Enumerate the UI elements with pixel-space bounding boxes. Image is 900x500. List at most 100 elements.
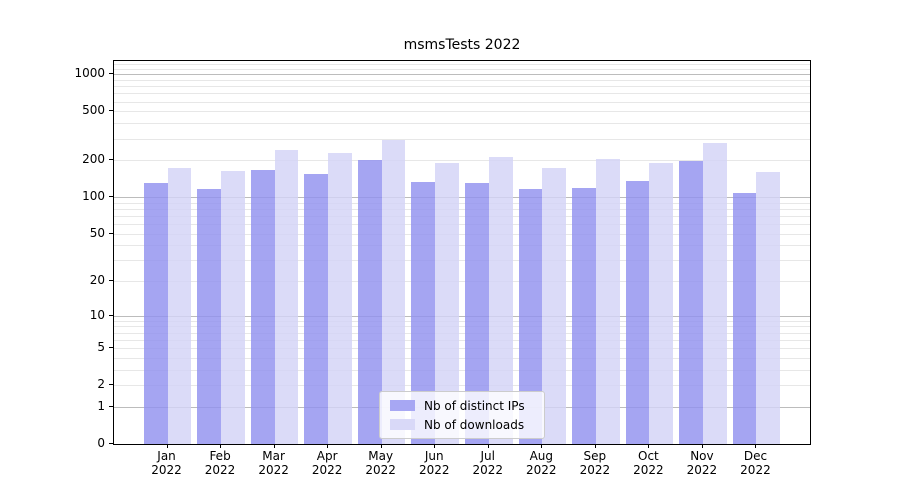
- minor-gridline: [114, 233, 810, 235]
- bar-downloads: [756, 171, 781, 444]
- x-tick: [755, 444, 757, 448]
- minor-gridline: [114, 69, 810, 71]
- minor-gridline: [114, 223, 810, 225]
- x-tick: [434, 444, 436, 448]
- y-tick-label: 10: [89, 307, 105, 322]
- x-tick-label: Feb 2022: [204, 449, 236, 477]
- y-tick-label: 20: [89, 273, 105, 288]
- y-tick: [109, 280, 113, 282]
- minor-gridline: [114, 320, 810, 322]
- legend-swatch-distinct-ips: [390, 400, 415, 411]
- plot-area: [113, 60, 811, 445]
- y-tick-label: 2: [97, 377, 105, 392]
- x-tick-label: Sep 2022: [579, 449, 611, 477]
- x-tick: [594, 444, 596, 448]
- y-tick: [109, 73, 113, 75]
- bar-downloads: [167, 167, 192, 444]
- bar-distinct-ips: [464, 182, 489, 444]
- y-tick: [109, 405, 113, 407]
- bar-downloads: [595, 159, 620, 444]
- minor-gridline: [114, 245, 810, 247]
- y-tick-label: 5: [97, 340, 105, 355]
- bar-distinct-ips: [679, 161, 703, 444]
- bar-downloads: [221, 171, 245, 444]
- bar-downloads: [488, 157, 513, 444]
- minor-gridline: [114, 79, 810, 81]
- minor-gridline: [114, 123, 810, 125]
- bar-downloads: [328, 153, 352, 444]
- minor-gridline: [114, 64, 810, 66]
- bar-downloads: [702, 143, 727, 444]
- minor-gridline: [114, 101, 810, 103]
- y-tick: [109, 347, 113, 349]
- legend: Nb of distinct IPs Nb of downloads: [379, 391, 545, 439]
- legend-swatch-downloads: [390, 419, 415, 430]
- minor-gridline: [114, 385, 810, 387]
- bar-distinct-ips: [625, 181, 650, 444]
- y-tick: [109, 384, 113, 386]
- minor-gridline: [114, 202, 810, 204]
- bar-distinct-ips: [143, 182, 168, 444]
- bar-downloads: [435, 163, 460, 444]
- bar-distinct-ips: [250, 169, 275, 444]
- x-tick: [327, 444, 329, 448]
- minor-gridline: [114, 348, 810, 350]
- minor-gridline: [114, 138, 810, 140]
- minor-gridline: [114, 160, 810, 162]
- minor-gridline: [114, 111, 810, 113]
- x-tick-label: Jun 2022: [418, 449, 450, 477]
- y-tick: [109, 159, 113, 161]
- x-tick: [273, 444, 275, 448]
- x-tick-label: Dec 2022: [740, 449, 771, 477]
- x-tick: [487, 444, 489, 448]
- legend-label-downloads: Nb of downloads: [424, 417, 525, 432]
- y-tick-label: 0: [97, 436, 105, 450]
- legend-label-distinct-ips: Nb of distinct IPs: [424, 398, 525, 413]
- x-tick-label: Jul 2022: [472, 449, 504, 477]
- major-gridline: [114, 196, 810, 198]
- minor-gridline: [114, 332, 810, 334]
- bar-distinct-ips: [572, 187, 596, 444]
- minor-gridline: [114, 339, 810, 341]
- x-tick: [380, 444, 382, 448]
- y-tick: [109, 314, 113, 316]
- x-tick-label: Nov 2022: [686, 449, 718, 477]
- bar-distinct-ips: [357, 160, 382, 444]
- y-tick-label: 100: [82, 188, 105, 203]
- bar-downloads: [381, 139, 406, 444]
- minor-gridline: [114, 86, 810, 88]
- legend-item-distinct-ips: Nb of distinct IPs: [388, 396, 536, 415]
- y-tick-label: 500: [82, 103, 105, 118]
- bar-distinct-ips: [197, 188, 222, 444]
- y-tick: [109, 232, 113, 234]
- x-tick-label: Jan 2022: [151, 449, 182, 477]
- x-tick-label: Mar 2022: [258, 449, 289, 477]
- y-tick: [109, 195, 113, 197]
- bar-distinct-ips: [518, 188, 543, 444]
- x-tick-label: Apr 2022: [311, 449, 343, 477]
- y-tick: [109, 110, 113, 112]
- minor-gridline: [114, 281, 810, 283]
- bar-downloads: [649, 163, 674, 444]
- y-tick-label: 1: [97, 398, 105, 413]
- minor-gridline: [114, 260, 810, 262]
- bar-downloads: [274, 150, 299, 444]
- minor-gridline: [114, 93, 810, 95]
- x-tick: [166, 444, 168, 448]
- x-tick-label: Aug 2022: [526, 449, 557, 477]
- minor-gridline: [114, 369, 810, 371]
- x-tick: [541, 444, 543, 448]
- x-tick-label: Oct 2022: [633, 449, 664, 477]
- major-gridline: [114, 315, 810, 317]
- y-tick: [109, 443, 113, 444]
- y-tick-label: 50: [89, 225, 105, 240]
- minor-gridline: [114, 326, 810, 328]
- minor-gridline: [114, 215, 810, 217]
- major-gridline: [114, 74, 810, 76]
- x-tick: [220, 444, 222, 448]
- minor-gridline: [114, 208, 810, 210]
- chart-title: msmsTests 2022: [403, 37, 521, 53]
- x-tick: [701, 444, 703, 448]
- y-tick-label: 1000: [74, 66, 105, 81]
